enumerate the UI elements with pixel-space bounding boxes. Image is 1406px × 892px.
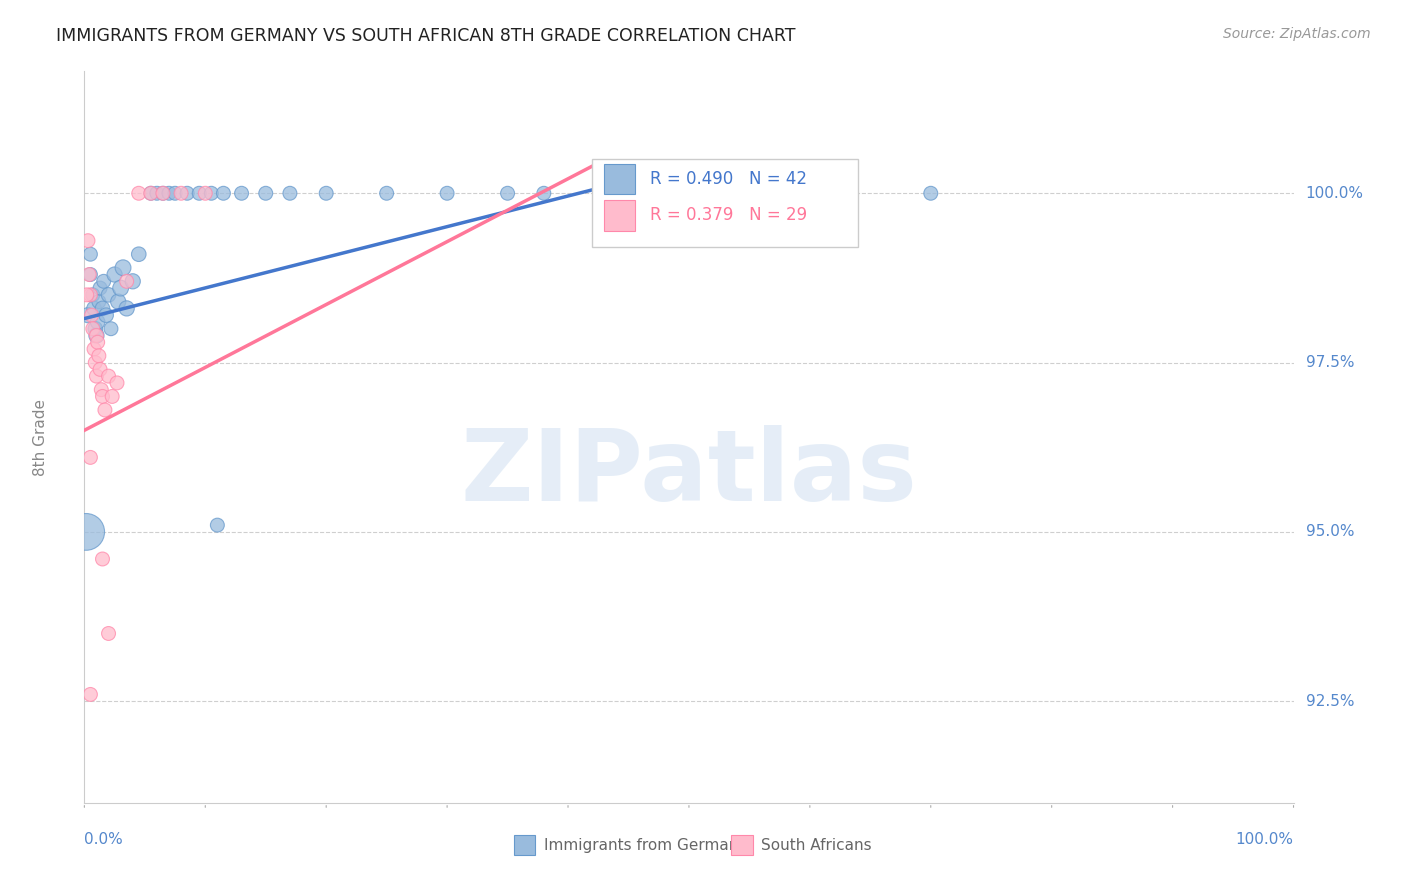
Point [82,288,104,302]
Point [115,274,138,288]
Point [87,294,110,309]
Text: 100.0%: 100.0% [1306,186,1364,201]
FancyBboxPatch shape [592,159,858,247]
Text: 100.0%: 100.0% [1236,832,1294,847]
Point [77,308,100,322]
Point [200,186,222,201]
Point [97,626,120,640]
Point [533,186,555,201]
Text: Immigrants from Germany: Immigrants from Germany [544,838,747,853]
Point [79,450,101,465]
Text: 0.0%: 0.0% [84,832,124,847]
Point [165,186,187,201]
Point [80,308,103,322]
Point [194,186,217,201]
Point [496,186,519,201]
Point [89,362,111,376]
Point [315,186,337,201]
Bar [605,200,634,231]
Point [90,383,112,397]
Point [176,186,198,201]
Point [77,268,100,282]
Point [920,186,942,201]
Text: 8th Grade: 8th Grade [34,399,48,475]
Text: IMMIGRANTS FROM GERMANY VS SOUTH AFRICAN 8TH GRADE CORRELATION CHART: IMMIGRANTS FROM GERMANY VS SOUTH AFRICAN… [56,27,796,45]
Point [101,389,124,403]
Point [79,247,101,261]
Text: Source: ZipAtlas.com: Source: ZipAtlas.com [1223,27,1371,41]
Point [188,186,211,201]
Point [84,322,107,336]
Text: 92.5%: 92.5% [1306,694,1354,709]
Text: South Africans: South Africans [762,838,872,853]
Point [91,552,114,566]
Point [128,186,150,201]
Point [79,268,101,282]
Text: R = 0.379   N = 29: R = 0.379 N = 29 [650,206,807,225]
Point [375,186,398,201]
Point [79,688,101,702]
Point [79,288,101,302]
Text: R = 0.490   N = 42: R = 0.490 N = 42 [650,169,807,188]
Point [86,369,108,384]
Point [107,294,129,309]
Point [89,281,111,295]
Point [152,186,174,201]
Bar [731,835,754,855]
Text: ZIPatlas: ZIPatlas [461,425,917,522]
Point [436,186,458,201]
Point [94,403,117,417]
Point [170,186,193,201]
Point [97,369,120,384]
Point [91,389,114,403]
Point [77,234,100,248]
Point [91,301,114,316]
Bar [605,163,634,194]
Point [152,186,174,201]
Point [110,281,132,295]
Point [254,186,277,201]
Point [83,301,105,316]
Point [86,328,108,343]
Point [76,288,98,302]
Point [86,328,108,343]
Point [104,268,127,282]
Point [121,274,143,288]
Point [83,342,105,356]
Point [212,186,235,201]
Point [93,274,115,288]
Point [146,186,169,201]
Bar [513,835,536,855]
Point [115,301,138,316]
Text: 97.5%: 97.5% [1306,355,1354,370]
Point [100,322,122,336]
Point [97,288,120,302]
Point [87,349,110,363]
Point [84,355,107,369]
Point [231,186,253,201]
Point [112,260,135,275]
Point [86,335,108,350]
Point [139,186,162,201]
Text: 95.0%: 95.0% [1306,524,1354,540]
Point [82,322,104,336]
Point [94,308,117,322]
Point [207,518,229,533]
Point [86,315,108,329]
Point [139,186,162,201]
Point [157,186,180,201]
Point [128,247,150,261]
Point [278,186,301,201]
Point [75,524,97,539]
Point [105,376,128,390]
